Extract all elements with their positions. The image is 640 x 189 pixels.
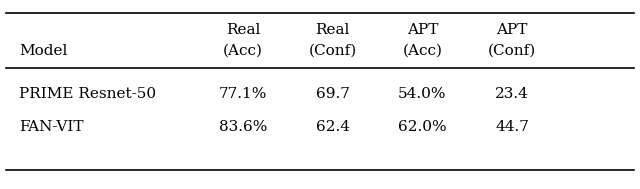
Text: 77.1%: 77.1% <box>219 88 268 101</box>
Text: Real: Real <box>316 23 350 37</box>
Text: 83.6%: 83.6% <box>219 120 268 134</box>
Text: FAN-VIT: FAN-VIT <box>19 120 84 134</box>
Text: PRIME Resnet-50: PRIME Resnet-50 <box>19 88 156 101</box>
Text: (Acc): (Acc) <box>223 44 263 58</box>
Text: Real: Real <box>226 23 260 37</box>
Text: (Acc): (Acc) <box>403 44 442 58</box>
Text: 62.4: 62.4 <box>316 120 350 134</box>
Text: 54.0%: 54.0% <box>398 88 447 101</box>
Text: (Conf): (Conf) <box>488 44 536 58</box>
Text: 23.4: 23.4 <box>495 88 529 101</box>
Text: 62.0%: 62.0% <box>398 120 447 134</box>
Text: APT: APT <box>496 23 528 37</box>
Text: Model: Model <box>19 44 68 58</box>
Text: APT: APT <box>406 23 438 37</box>
Text: 44.7: 44.7 <box>495 120 529 134</box>
Text: 69.7: 69.7 <box>316 88 349 101</box>
Text: (Conf): (Conf) <box>308 44 357 58</box>
